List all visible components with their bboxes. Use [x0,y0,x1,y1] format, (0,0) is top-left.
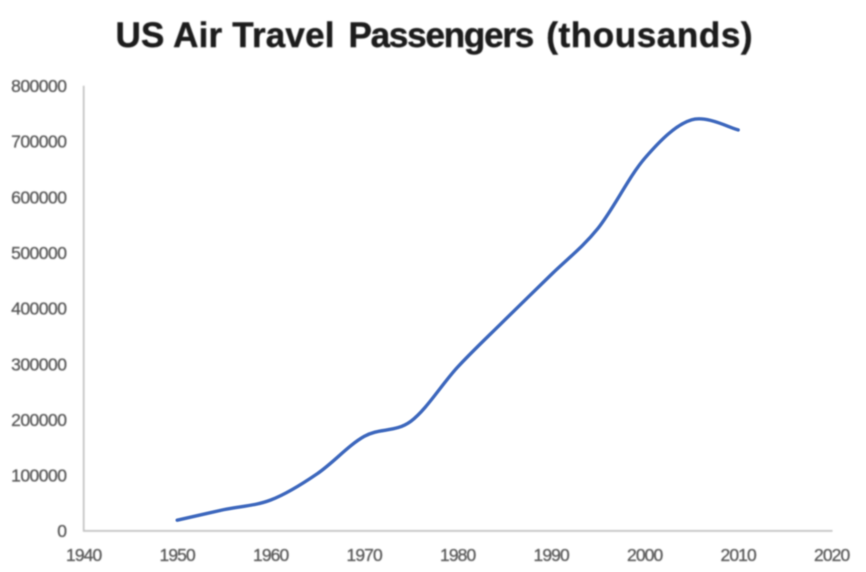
svg-text:1980: 1980 [440,545,476,565]
svg-text:100000: 100000 [11,466,67,486]
svg-text:400000: 400000 [11,299,67,319]
svg-text:0: 0 [57,521,67,541]
svg-text:2010: 2010 [721,545,757,565]
svg-text:1950: 1950 [160,545,196,565]
svg-text:700000: 700000 [11,132,67,152]
svg-text:Passengers: Passengers [349,16,534,55]
svg-text:2020: 2020 [814,545,850,565]
svg-text:200000: 200000 [11,410,67,430]
svg-text:1970: 1970 [347,545,383,565]
svg-text:(thousands): (thousands) [546,16,753,55]
svg-text:300000: 300000 [11,354,67,374]
svg-text:1990: 1990 [534,545,570,565]
svg-text:2000: 2000 [627,545,663,565]
svg-text:600000: 600000 [11,187,67,207]
svg-text:US Air Travel: US Air Travel [116,16,335,55]
svg-text:1940: 1940 [66,545,102,565]
svg-text:1960: 1960 [253,545,289,565]
svg-text:800000: 800000 [11,76,67,96]
svg-text:500000: 500000 [11,243,67,263]
